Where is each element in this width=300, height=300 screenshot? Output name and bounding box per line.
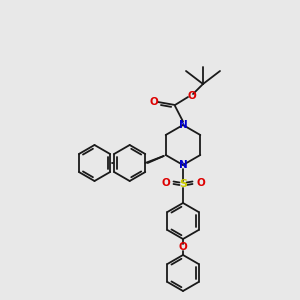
Text: N: N [178,160,188,170]
Text: O: O [178,242,188,252]
Text: S: S [179,179,187,189]
Text: O: O [161,178,170,188]
Text: N: N [178,120,188,130]
Text: O: O [187,91,196,101]
Text: O: O [150,97,158,107]
Text: O: O [196,178,205,188]
